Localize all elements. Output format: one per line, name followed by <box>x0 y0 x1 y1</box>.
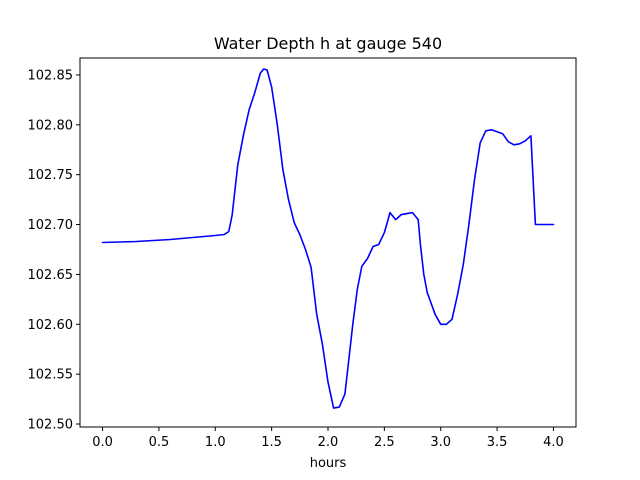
x-axis-ticks: 0.0 0.5 1.0 1.5 2.0 2.5 3.0 3.5 4.0 <box>92 427 564 450</box>
y-tick-label: 102.70 <box>28 218 74 233</box>
x-tick-label: 3.5 <box>487 435 508 450</box>
y-tick-label: 102.60 <box>28 318 74 333</box>
x-tick-label: 4.0 <box>543 435 564 450</box>
chart-title: Water Depth h at gauge 540 <box>214 34 442 53</box>
x-tick-label: 3.0 <box>430 435 451 450</box>
y-tick-label: 102.85 <box>28 68 74 83</box>
plot-area <box>79 57 577 428</box>
x-tick-label: 1.0 <box>205 435 226 450</box>
axes-frame <box>79 57 577 428</box>
series-line-0 <box>101 68 555 409</box>
x-tick-label: 2.5 <box>374 435 395 450</box>
y-tick-label: 102.55 <box>28 368 74 383</box>
x-tick-label: 0.5 <box>149 435 170 450</box>
x-axis-label: hours <box>310 456 347 471</box>
x-tick-label: 1.5 <box>261 435 282 450</box>
y-axis-ticks: 102.50 102.55 102.60 102.65 102.70 102.75 102.… <box>28 68 80 433</box>
x-tick-label: 2.0 <box>318 435 339 450</box>
y-tick-label: 102.65 <box>28 268 74 283</box>
y-tick-label: 102.75 <box>28 168 74 183</box>
y-tick-label: 102.50 <box>28 418 74 433</box>
x-tick-label: 0.0 <box>92 435 113 450</box>
y-tick-label: 102.80 <box>28 118 74 133</box>
